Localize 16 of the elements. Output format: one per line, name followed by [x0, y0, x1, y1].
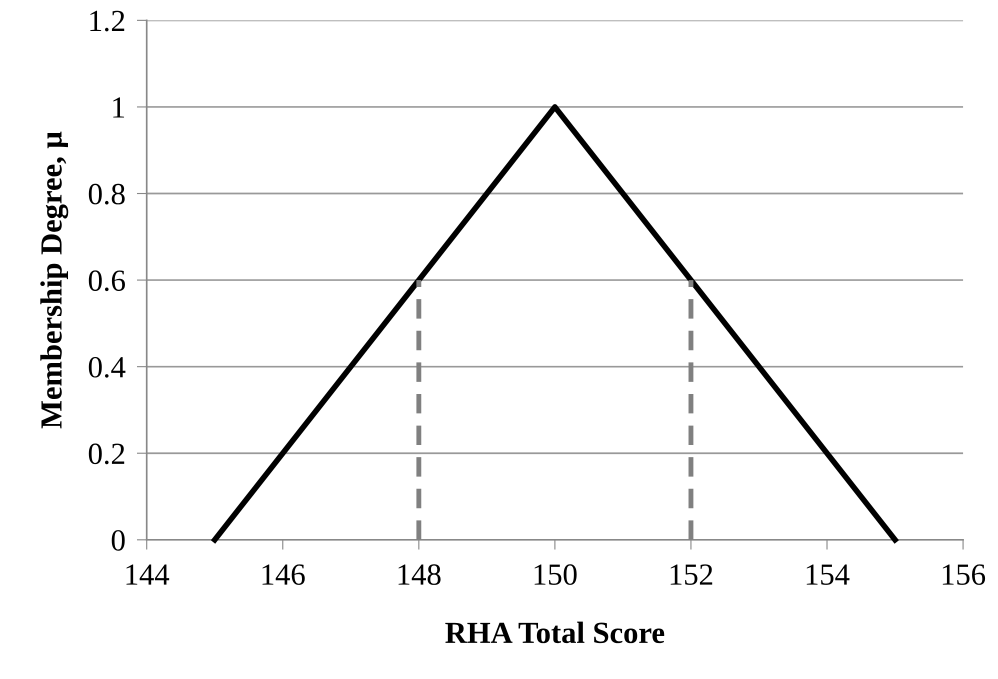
y-tick-label: 1.2 — [90, 10, 124, 32]
y-tick-label: 0.2 — [88, 444, 124, 464]
y-tick-label: 1 — [113, 97, 124, 118]
y-tick-label: 0 — [112, 530, 125, 551]
y-axis-title: Membership Degree, μ — [40, 132, 68, 428]
x-tick-label: 156 — [942, 564, 986, 585]
x-tick-label: 148 — [398, 564, 441, 585]
x-tick-label: 152 — [670, 564, 712, 585]
x-tick-label: 150 — [534, 564, 577, 585]
x-tick-label: 146 — [262, 564, 305, 585]
y-tick-label: 0.6 — [88, 270, 125, 292]
x-axis-title: RHA Total Score — [445, 622, 664, 644]
y-tick-label: 0.4 — [88, 356, 126, 378]
x-tick-label: 154 — [806, 564, 850, 585]
x-tick-label: 144 — [126, 564, 170, 585]
y-tick-label: 0.8 — [88, 184, 125, 205]
